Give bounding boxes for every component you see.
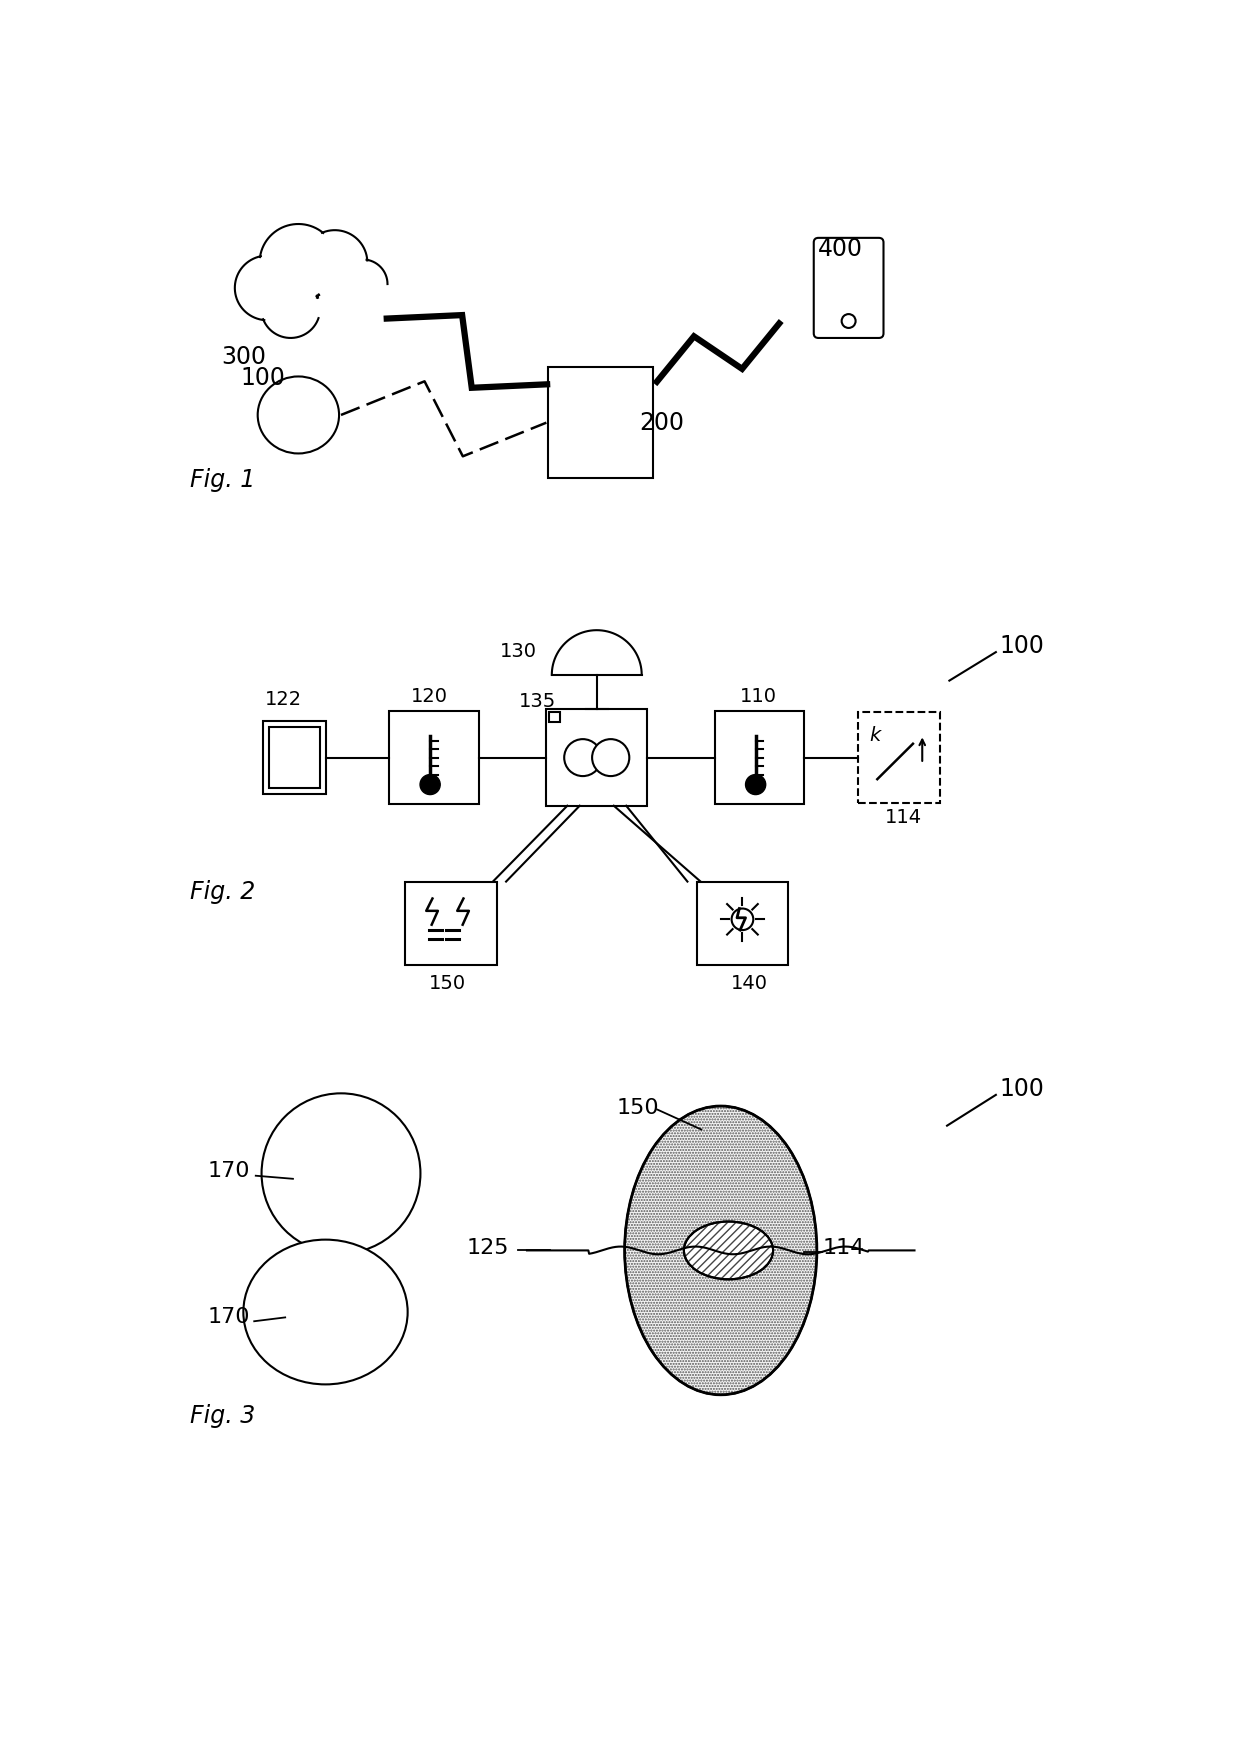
Text: Fig. 3: Fig. 3 — [190, 1404, 255, 1429]
Ellipse shape — [625, 1106, 817, 1395]
Bar — [858, 713, 940, 803]
Text: 110: 110 — [740, 686, 777, 706]
Text: 100: 100 — [241, 365, 285, 390]
Text: 200: 200 — [640, 411, 684, 434]
Bar — [269, 727, 320, 789]
Text: 170: 170 — [207, 1161, 250, 1182]
Text: 170: 170 — [207, 1307, 250, 1327]
Ellipse shape — [243, 1240, 408, 1385]
Circle shape — [745, 774, 766, 794]
Text: k: k — [869, 725, 880, 744]
Text: 300: 300 — [221, 346, 265, 369]
Text: 150: 150 — [429, 974, 466, 993]
Text: Fig. 1: Fig. 1 — [190, 469, 255, 492]
Text: Fig. 2: Fig. 2 — [190, 880, 255, 905]
Polygon shape — [552, 630, 642, 676]
Text: 140: 140 — [730, 974, 768, 993]
Circle shape — [259, 224, 337, 302]
Circle shape — [420, 774, 440, 794]
Bar — [547, 709, 647, 806]
Circle shape — [234, 254, 301, 321]
Bar — [715, 711, 804, 804]
Circle shape — [842, 314, 856, 328]
Text: 100: 100 — [999, 633, 1044, 658]
Text: 114: 114 — [885, 808, 923, 827]
Ellipse shape — [262, 1094, 420, 1254]
Text: 400: 400 — [817, 238, 863, 261]
Ellipse shape — [258, 376, 339, 453]
Bar — [697, 882, 789, 965]
Text: 150: 150 — [616, 1097, 658, 1118]
Circle shape — [337, 259, 388, 309]
Text: 122: 122 — [265, 690, 303, 709]
Ellipse shape — [684, 1221, 773, 1279]
Bar — [549, 713, 559, 721]
Circle shape — [732, 908, 754, 930]
FancyBboxPatch shape — [813, 238, 883, 339]
Text: 100: 100 — [999, 1076, 1044, 1101]
Text: 135: 135 — [520, 691, 557, 711]
Circle shape — [260, 279, 321, 339]
Bar — [548, 367, 653, 478]
Text: 114: 114 — [823, 1238, 866, 1258]
Circle shape — [593, 739, 630, 776]
Text: 120: 120 — [410, 686, 448, 706]
Circle shape — [315, 279, 371, 335]
Circle shape — [564, 739, 601, 776]
Text: 125: 125 — [466, 1238, 510, 1258]
Bar — [389, 711, 479, 804]
Bar — [405, 882, 497, 965]
Bar — [263, 721, 326, 794]
Circle shape — [301, 229, 368, 296]
Text: 130: 130 — [500, 642, 537, 662]
